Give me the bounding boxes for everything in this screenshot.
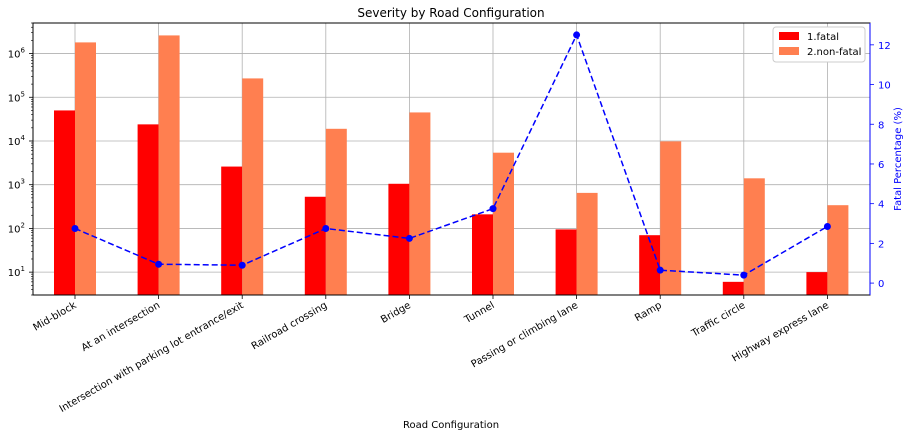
bar-non-fatal [493, 152, 514, 295]
line-point [71, 224, 79, 232]
bar-fatal [722, 281, 744, 295]
x-tick-label: Tunnel [462, 300, 497, 326]
legend: 1.fatal 2.non-fatal [772, 26, 866, 63]
legend-label-fatal: 1.fatal [807, 32, 839, 43]
y-tick-label: 105 [8, 90, 25, 104]
chart-title: Severity by Road Configuration [357, 6, 544, 20]
bar-non-fatal [576, 192, 598, 295]
line-point [155, 260, 163, 268]
bar-non-fatal [242, 78, 264, 295]
legend-label-non-fatal: 2.non-fatal [807, 47, 861, 58]
y2-tick-label: 10 [878, 81, 891, 92]
y-tick-label: 104 [8, 134, 26, 148]
line-point [656, 266, 664, 274]
legend-swatch-non-fatal [779, 47, 799, 55]
bar-fatal [472, 214, 493, 295]
y-axis-right: 0 2 4 6 8 10 12 [869, 23, 891, 295]
bar-non-fatal [743, 178, 765, 295]
bar-non-fatal [827, 205, 849, 295]
y2-tick-label: 6 [878, 160, 884, 171]
y2-tick-label: 12 [878, 41, 891, 52]
x-axis-label: Road Configuration [403, 420, 499, 431]
line-point [823, 223, 831, 231]
y-tick-label: 103 [8, 178, 25, 192]
bar-non-fatal [75, 42, 96, 296]
bar-fatal [304, 196, 326, 295]
x-tick-label: Ramp [633, 300, 664, 324]
bar-non-fatal [325, 128, 347, 295]
y-tick-label: 106 [8, 47, 26, 61]
fatal-percentage-line [71, 31, 831, 279]
line-point [322, 224, 330, 232]
line-point [573, 31, 581, 39]
line-point [740, 271, 748, 279]
x-axis: Mid-block At an intersectionIntersection … [32, 295, 831, 415]
y2-tick-label: 2 [878, 239, 884, 250]
line-path [74, 32, 828, 276]
y-tick-label: 102 [8, 221, 25, 235]
bar-non-fatal [660, 141, 682, 295]
legend-swatch-fatal [779, 32, 799, 40]
y2-tick-label: 0 [878, 279, 884, 290]
line-point [238, 261, 246, 269]
bar-fatal [54, 110, 75, 295]
bars [54, 35, 849, 296]
line-point [405, 234, 413, 242]
line-point [489, 205, 497, 213]
x-tick-label: Traffic circle [689, 300, 747, 340]
x-tick-label: At an intersection [80, 300, 162, 354]
bar-fatal [555, 229, 577, 295]
x-tick-label: Mid-block [32, 300, 79, 334]
y-axis-left: 101 102 103 104 105 106 [8, 22, 33, 296]
x-tick-label: Intersection with parking lot entrance/e… [58, 300, 246, 415]
bar-non-fatal [409, 112, 431, 295]
y2-tick-label: 8 [878, 120, 884, 131]
y2-tick-label: 4 [878, 200, 884, 211]
y2-axis-label: Fatal Percentage (%) [893, 107, 904, 211]
x-tick-label: Bridge [379, 300, 413, 326]
y-tick-label: 101 [8, 265, 25, 279]
bar-non-fatal [158, 35, 180, 295]
bar-fatal [137, 124, 159, 296]
bar-fatal [639, 235, 661, 295]
bar-fatal [806, 272, 828, 295]
x-tick-label: Railroad crossing [250, 300, 330, 352]
bar-fatal [221, 166, 243, 295]
bar-fatal [388, 183, 410, 295]
